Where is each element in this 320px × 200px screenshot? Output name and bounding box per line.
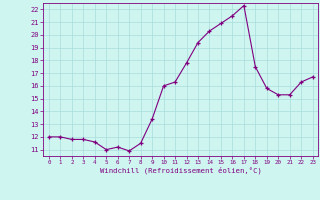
X-axis label: Windchill (Refroidissement éolien,°C): Windchill (Refroidissement éolien,°C) [100,167,262,174]
